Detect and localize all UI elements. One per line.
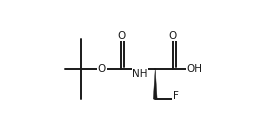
Text: O: O bbox=[169, 30, 177, 41]
Text: OH: OH bbox=[186, 64, 202, 74]
Text: F: F bbox=[173, 91, 179, 101]
Text: NH: NH bbox=[133, 69, 148, 79]
Text: O: O bbox=[98, 64, 106, 74]
Text: O: O bbox=[117, 30, 125, 41]
Polygon shape bbox=[153, 69, 157, 99]
